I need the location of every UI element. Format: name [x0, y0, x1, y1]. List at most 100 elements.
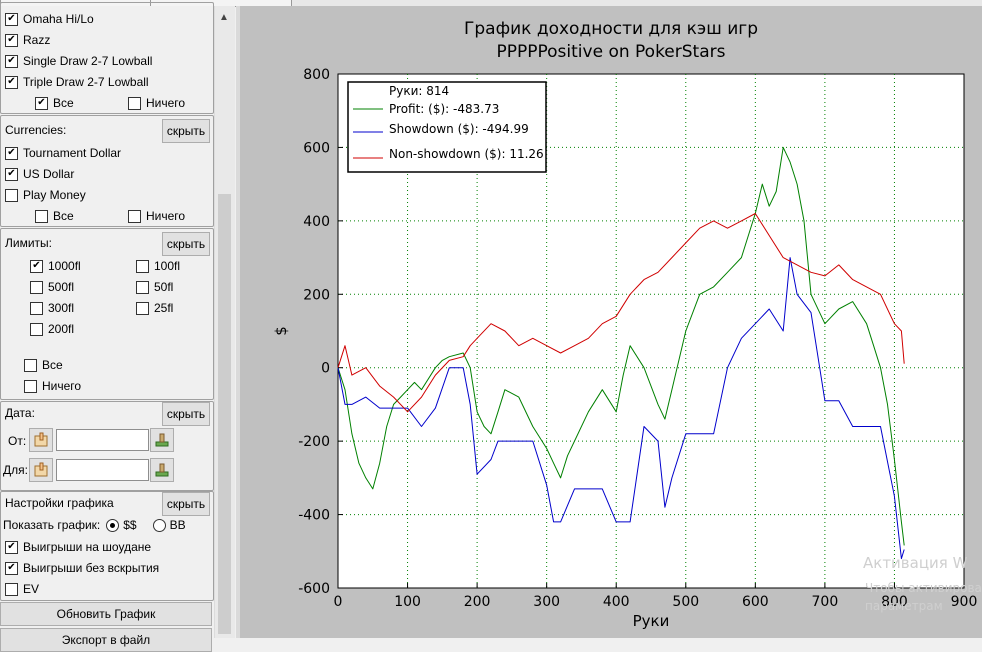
- export-file-button[interactable]: Экспорт в файл: [0, 628, 212, 652]
- y-tick-label: 400: [303, 214, 330, 230]
- limits-all-checkbox[interactable]: Все: [24, 356, 63, 374]
- currencies-none-label: Ничего: [146, 209, 186, 223]
- scroll-up-arrow-icon[interactable]: ▲: [219, 12, 229, 23]
- y-tick-label: 200: [303, 287, 330, 303]
- checkbox-empty-icon[interactable]: [128, 209, 141, 223]
- currency-item[interactable]: ✔ US Dollar: [5, 165, 74, 183]
- limit-item[interactable]: 50fl: [136, 278, 173, 296]
- game-label: Triple Draw 2-7 Lowball: [23, 75, 149, 89]
- activation-watermark: Активация W Чтобы активирова параметрам: [863, 554, 982, 613]
- checkbox-empty-icon[interactable]: [5, 188, 18, 202]
- calendar-hand-icon[interactable]: [29, 428, 53, 452]
- currency-label: Play Money: [23, 188, 86, 202]
- splitter[interactable]: [236, 6, 240, 638]
- limit-item[interactable]: 25fl: [136, 299, 173, 317]
- legend-header: Руки: 814: [389, 84, 449, 98]
- checkbox-empty-icon[interactable]: [35, 209, 48, 223]
- limit-item[interactable]: ✔ 1000fl: [30, 257, 81, 275]
- sidebar-scrollbar[interactable]: ▲: [214, 6, 235, 638]
- limit-item[interactable]: 200fl: [30, 320, 74, 338]
- checkbox-empty-icon[interactable]: [136, 280, 149, 294]
- refresh-graph-button[interactable]: Обновить График: [0, 602, 212, 626]
- limits-none-checkbox[interactable]: Ничего: [24, 377, 81, 395]
- limit-label: 100fl: [154, 259, 181, 273]
- currencies-title: Currencies:: [5, 123, 67, 137]
- checkbox-empty-icon[interactable]: [24, 358, 37, 372]
- x-tick-label: 500: [672, 594, 699, 610]
- checkbox-empty-icon[interactable]: [24, 379, 37, 393]
- limit-item[interactable]: 100fl: [136, 257, 180, 275]
- checkbox-checked-icon[interactable]: ✔: [5, 146, 18, 160]
- x-tick-label: 900: [951, 594, 978, 610]
- game-label: Omaha Hi/Lo: [23, 12, 94, 26]
- showdown-line: [337, 257, 905, 560]
- stamp-icon[interactable]: [150, 458, 174, 482]
- checkbox-empty-icon[interactable]: [30, 301, 43, 315]
- checkbox-checked-icon[interactable]: ✔: [5, 561, 18, 575]
- radio-selected-icon[interactable]: [106, 518, 120, 532]
- checkbox-empty-icon[interactable]: [136, 301, 149, 315]
- limit-label: 500fl: [48, 280, 75, 294]
- date-from-field[interactable]: [56, 429, 149, 451]
- games-all-checkbox[interactable]: ✔ Все: [35, 94, 74, 112]
- currencies-hide-button[interactable]: скрыть: [162, 119, 210, 143]
- watermark-line2: Чтобы активирова: [865, 581, 982, 595]
- games-none-checkbox[interactable]: Ничего: [128, 94, 185, 112]
- show-graph-row: Показать график: $$ BB: [3, 516, 186, 534]
- currencies-none-checkbox[interactable]: Ничего: [128, 207, 185, 225]
- graph-settings-title: Настройки графика: [5, 496, 114, 510]
- show-graph-label: Показать график:: [3, 518, 101, 532]
- currency-item[interactable]: ✔ Tournament Dollar: [5, 144, 121, 162]
- scrollbar-thumb[interactable]: [218, 194, 231, 634]
- profit-chart: 0 100 200 300 400 500 600 700 800 900 800 600 400 200…: [272, 19, 982, 630]
- checkbox-checked-icon[interactable]: ✔: [35, 96, 48, 110]
- game-item[interactable]: ✔ Single Draw 2-7 Lowball: [5, 52, 152, 70]
- currency-label: Tournament Dollar: [23, 146, 122, 160]
- currency-item[interactable]: Play Money: [5, 186, 86, 204]
- checkbox-empty-icon[interactable]: [30, 280, 43, 294]
- graph-settings-hide-button[interactable]: скрыть: [162, 492, 210, 516]
- limits-group: [0, 228, 214, 400]
- radio-empty-icon[interactable]: [152, 518, 166, 532]
- limit-item[interactable]: 500fl: [30, 278, 74, 296]
- limits-title: Лимиты:: [5, 236, 52, 250]
- graph-check-label: EV: [23, 582, 40, 596]
- date-hide-button[interactable]: скрыть: [162, 402, 210, 426]
- calendar-hand-icon[interactable]: [29, 458, 53, 482]
- x-tick-label: 600: [742, 594, 769, 610]
- radio-money-label: $$: [123, 518, 137, 532]
- limit-item[interactable]: 300fl: [30, 299, 74, 317]
- checkbox-checked-icon[interactable]: ✔: [30, 259, 43, 273]
- game-label: Razz: [23, 33, 51, 47]
- x-tick-label: 0: [334, 594, 343, 610]
- game-item[interactable]: ✔ Razz: [5, 31, 50, 49]
- watermark-line1: Активация W: [863, 554, 968, 572]
- checkbox-empty-icon[interactable]: [136, 259, 149, 273]
- watermark-line3: параметрам: [865, 599, 943, 613]
- stamp-icon[interactable]: [150, 428, 174, 452]
- checkbox-empty-icon[interactable]: [30, 322, 43, 336]
- checkbox-empty-icon[interactable]: [5, 582, 18, 596]
- y-tick-label: 0: [321, 361, 330, 377]
- checkbox-checked-icon[interactable]: ✔: [5, 75, 18, 89]
- date-to-field[interactable]: [56, 459, 149, 481]
- game-item[interactable]: ✔ Omaha Hi/Lo: [5, 10, 94, 28]
- graph-check-item[interactable]: ✔ Выигрыши без вскрытия: [5, 559, 159, 577]
- limits-none-label: Ничего: [42, 379, 82, 393]
- checkbox-checked-icon[interactable]: ✔: [5, 54, 18, 68]
- checkbox-checked-icon[interactable]: ✔: [5, 167, 18, 181]
- checkbox-checked-icon[interactable]: ✔: [5, 12, 18, 26]
- y-tick-label: -200: [298, 434, 330, 450]
- checkbox-checked-icon[interactable]: ✔: [5, 540, 18, 554]
- game-item[interactable]: ✔ Triple Draw 2-7 Lowball: [5, 73, 149, 91]
- limit-label: 50fl: [154, 280, 174, 294]
- graph-check-item[interactable]: EV: [5, 580, 39, 598]
- graph-check-item[interactable]: ✔ Выигрыши на шоудане: [5, 538, 151, 556]
- checkbox-checked-icon[interactable]: ✔: [5, 33, 18, 47]
- checkbox-empty-icon[interactable]: [128, 96, 141, 110]
- legend-box: [347, 81, 547, 173]
- limits-hide-button[interactable]: скрыть: [162, 232, 210, 256]
- nonshowdown-line: [337, 213, 905, 413]
- x-axis-label: Руки: [633, 612, 670, 630]
- currencies-all-checkbox[interactable]: Все: [35, 207, 74, 225]
